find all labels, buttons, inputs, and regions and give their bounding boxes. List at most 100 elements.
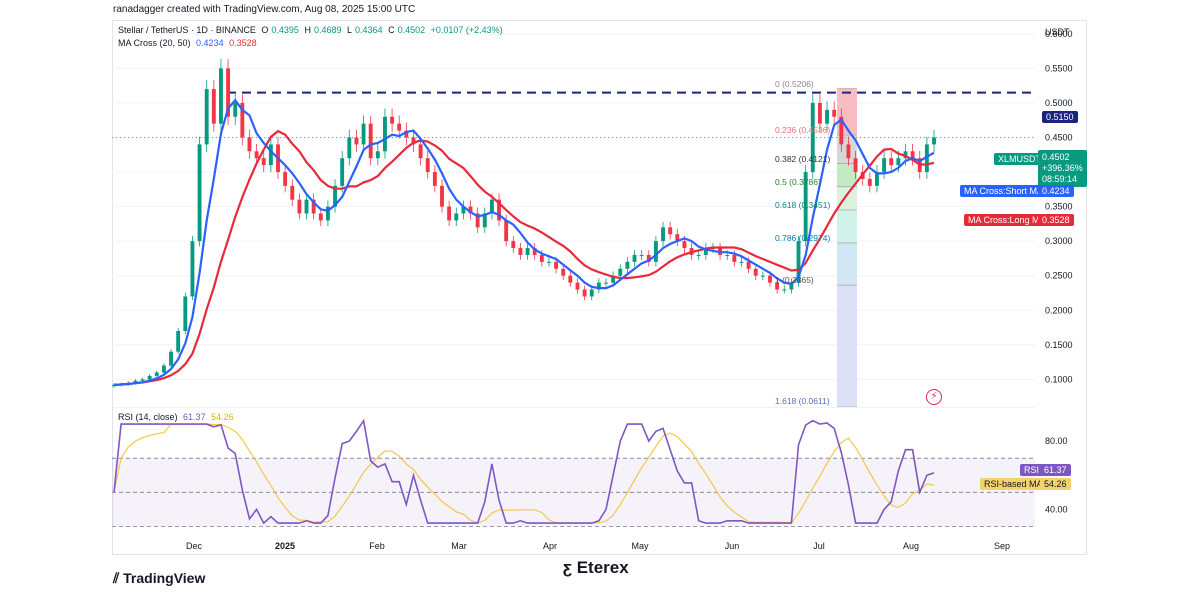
candle-body <box>397 123 402 131</box>
candle-body <box>361 123 366 145</box>
axis-currency-label: USDT <box>1045 27 1070 37</box>
candle-body <box>518 248 523 255</box>
candle-body <box>604 282 608 284</box>
symbol-name[interactable]: Stellar / TetherUS · 1D · BINANCE <box>118 25 256 35</box>
candle-body <box>404 130 409 138</box>
candle-body <box>268 144 273 166</box>
rsi-label[interactable]: RSI (14, close) <box>118 412 178 422</box>
candle-body <box>896 158 901 166</box>
fib-level-label: 0.382 (0.4121) <box>775 153 831 164</box>
candle-body <box>625 261 630 269</box>
last-change-pct: +396.36% <box>1042 163 1083 173</box>
candle-body <box>176 330 181 352</box>
eterex-logo: ƹ Eterex <box>563 558 629 578</box>
candle-body <box>696 254 701 256</box>
time-tick-label: Apr <box>543 541 557 551</box>
price-tick-label: 0.2000 <box>1045 305 1073 315</box>
fib-zone <box>837 163 857 187</box>
symbol-header: Stellar / TetherUS · 1D · BINANCE O 0.439… <box>118 25 506 35</box>
price-tick-label: 0.4500 <box>1045 132 1073 142</box>
price-tick-label: 0.3500 <box>1045 202 1073 212</box>
rsi-tick-label: 40.00 <box>1045 504 1068 514</box>
low-label: L <box>347 25 353 35</box>
tradingview-wordmark: TradingView <box>123 570 206 586</box>
high-value: 0.4689 <box>313 25 342 35</box>
candle-body <box>789 282 794 290</box>
candle-body <box>411 137 416 145</box>
time-tick-label: Sep <box>994 541 1010 551</box>
candle-body <box>924 144 929 173</box>
candle-body <box>454 213 459 221</box>
price-tick-label: 0.1500 <box>1045 340 1073 350</box>
open-label: O <box>261 25 269 35</box>
candle-body <box>283 172 288 186</box>
rsi-chart[interactable] <box>112 407 1035 535</box>
fib-zone <box>837 209 857 243</box>
candle-body <box>575 282 580 290</box>
lightning-icon[interactable]: ⚡ <box>926 389 942 405</box>
candle-body <box>233 102 238 117</box>
candle-body <box>846 144 851 159</box>
eterex-mark-icon: ƹ <box>563 558 572 577</box>
candle-body <box>611 275 616 283</box>
candle-body <box>632 254 637 262</box>
candle-body <box>440 185 444 207</box>
candle-body <box>825 109 829 124</box>
candle-body <box>539 254 544 262</box>
short-ma-line <box>113 98 935 386</box>
candle-body <box>867 178 872 186</box>
fib-zone <box>837 242 857 286</box>
time-tick-label: Feb <box>369 541 385 551</box>
high-label: H <box>304 25 311 35</box>
short-ma-value-tag: 0.4234 <box>1038 185 1074 197</box>
low-value: 0.4364 <box>355 25 383 35</box>
candle-body <box>832 109 837 117</box>
eterex-wordmark: Eterex <box>576 558 629 577</box>
candle-body <box>875 172 879 186</box>
fib-level-label: 1.618 (0.0611) <box>775 396 830 407</box>
long-ma-line <box>113 129 935 386</box>
candle-body <box>618 268 623 276</box>
fib-level-label: 0.5 (0.3786) <box>775 176 821 187</box>
fib-zone <box>837 285 857 407</box>
close-label: C <box>388 25 395 35</box>
candle-body <box>639 254 644 256</box>
long-ma-label-tag: MA Cross:Long MA <box>964 214 1050 226</box>
candle-body <box>703 248 708 255</box>
time-tick-label: May <box>631 541 649 551</box>
last-price-tag: 0.4502 +396.36% 08:59:14 <box>1038 150 1087 187</box>
time-tick-label: 2025 <box>275 541 295 551</box>
price-tick-label: 0.3000 <box>1045 236 1073 246</box>
candle-body <box>653 241 658 262</box>
rsi-value-tag: 61.37 <box>1040 464 1071 476</box>
rsi-header: RSI (14, close) 61.37 54.26 <box>118 412 237 422</box>
candle-body <box>425 158 430 173</box>
candle-body <box>204 89 209 145</box>
time-tick-label: Jun <box>725 541 740 551</box>
candle-body <box>596 282 601 290</box>
ma-label[interactable]: MA Cross (20, 50) <box>118 38 191 48</box>
candle-body <box>753 268 758 276</box>
candle-body <box>190 241 195 297</box>
candle-body <box>375 151 380 159</box>
time-axis[interactable]: Dec 2025 Feb Mar Apr May Jun Jul Aug Sep <box>112 535 1035 555</box>
candle-body <box>475 213 480 228</box>
candle-body <box>226 68 231 117</box>
price-axis[interactable]: USDT 0.1000 0.1500 0.2000 0.2500 0.3000 0.3500… <box>1035 20 1087 535</box>
candle-body <box>311 199 316 214</box>
price-chart[interactable] <box>112 20 1035 407</box>
rsi-header-value: 61.37 <box>183 412 206 422</box>
candle-body <box>333 185 337 207</box>
candle-body <box>211 89 216 124</box>
candle-body <box>261 158 266 166</box>
fib-level-label: 0.786 (0.2974) <box>775 232 831 243</box>
candle-body <box>482 213 487 228</box>
candle-body <box>803 172 808 242</box>
candle-body <box>240 102 245 138</box>
candle-body <box>810 102 815 173</box>
price-tick-label: 0.2500 <box>1045 271 1073 281</box>
candle-body <box>133 380 138 383</box>
candle-body <box>775 282 780 290</box>
fib-zone <box>837 186 857 210</box>
candle-body <box>147 375 152 380</box>
